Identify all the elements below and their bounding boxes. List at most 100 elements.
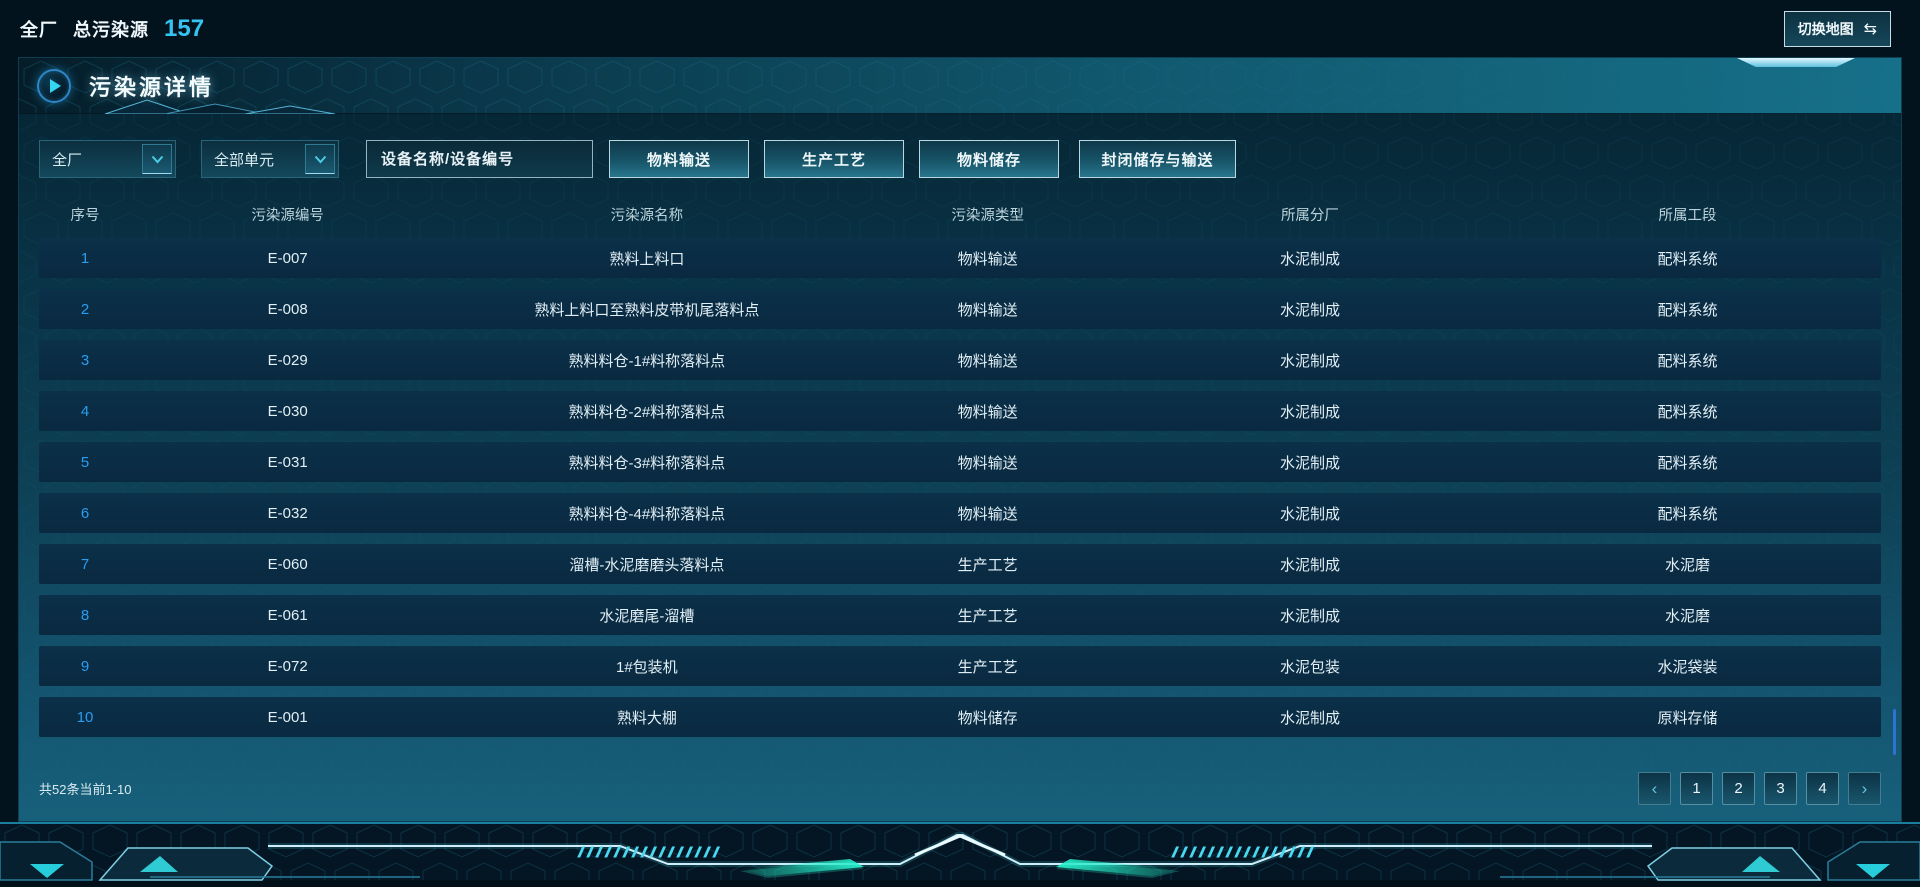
column-header-section: 所属工段 [1658, 207, 1717, 224]
cell-code: E-032 [267, 504, 308, 522]
column-header-factory: 所属分厂 [1280, 207, 1339, 224]
pagination: ‹ 1 2 3 4 › [1638, 772, 1881, 805]
cell-seq[interactable]: 3 [80, 351, 90, 369]
table-footer: 共52条当前1-10 ‹ 1 2 3 4 › [39, 772, 1881, 805]
cell-section: 配料系统 [1657, 403, 1718, 421]
factory-select[interactable]: 全厂 [39, 140, 176, 178]
topbar-title: 全厂 总污染源 157 [20, 15, 204, 43]
chevron-right-icon: › [1861, 778, 1868, 798]
cell-name: 熟料料仓-1#料称落料点 [568, 352, 726, 370]
filter-button-material-transport[interactable]: 物料输送 [609, 140, 749, 178]
cell-seq[interactable]: 4 [80, 402, 90, 420]
chevron-left-icon: ‹ [1651, 778, 1658, 798]
filter-button-material-storage[interactable]: 物料储存 [919, 140, 1059, 178]
total-pollution-count: 157 [164, 14, 205, 42]
cell-seq[interactable]: 6 [80, 504, 90, 522]
cell-seq[interactable]: 7 [80, 555, 90, 573]
cell-factory: 水泥制成 [1279, 556, 1340, 574]
cell-type: 物料输送 [957, 454, 1018, 472]
chevron-down-box[interactable] [142, 144, 172, 174]
chevron-down-box[interactable] [305, 144, 335, 174]
header-notch-decoration [1737, 58, 1855, 67]
switch-map-button[interactable]: 切换地图 ⇆ [1783, 10, 1891, 47]
cell-section: 配料系统 [1657, 454, 1718, 472]
cell-section: 水泥磨 [1665, 556, 1711, 574]
table-row[interactable]: 7 E-060 溜槽-水泥磨磨头落料点 生产工艺 水泥制成 水泥磨 [39, 544, 1881, 584]
topbar: 全厂 总污染源 157 切换地图 ⇆ [0, 0, 1920, 57]
cell-factory: 水泥制成 [1279, 352, 1340, 370]
cell-section: 水泥袋装 [1657, 658, 1718, 676]
table-row[interactable]: 10 E-001 熟料大棚 物料储存 水泥制成 原料存储 [39, 697, 1881, 737]
column-header-seq: 序号 [70, 207, 100, 224]
device-search-input[interactable] [379, 149, 584, 169]
play-triangle-icon [50, 78, 61, 93]
table-row[interactable]: 8 E-061 水泥磨尾-溜槽 生产工艺 水泥制成 水泥磨 [39, 595, 1881, 635]
total-pollution-label: 总污染源 [73, 19, 149, 40]
panel-header: 污染源详情 [19, 58, 1901, 114]
chevron-down-icon [314, 155, 326, 163]
table-header-row: 序号 污染源编号 污染源名称 污染源类型 所属分厂 所属工段 [39, 194, 1881, 234]
cell-name: 溜槽-水泥磨磨头落料点 [569, 556, 725, 574]
cell-name: 水泥磨尾-溜槽 [599, 607, 695, 625]
unit-select-value: 全部单元 [214, 151, 275, 169]
footer-decoration [0, 822, 1920, 887]
page-button-1[interactable]: 1 [1680, 772, 1713, 805]
cell-type: 物料储存 [957, 709, 1018, 727]
device-search-box [366, 140, 593, 178]
switch-map-label: 切换地图 [1797, 20, 1854, 37]
cell-code: E-008 [267, 300, 308, 318]
cell-code: E-029 [267, 351, 308, 369]
table-row[interactable]: 3 E-029 熟料料仓-1#料称落料点 物料输送 水泥制成 配料系统 [39, 340, 1881, 380]
cell-section: 配料系统 [1657, 505, 1718, 523]
cell-type: 物料输送 [957, 301, 1018, 319]
cell-section: 配料系统 [1657, 352, 1718, 370]
cell-code: E-072 [267, 657, 308, 675]
cell-type: 物料输送 [957, 505, 1018, 523]
filter-button-production-process[interactable]: 生产工艺 [764, 140, 904, 178]
cell-factory: 水泥制成 [1279, 250, 1340, 268]
cell-name: 熟料料仓-4#料称落料点 [568, 505, 726, 523]
panel-title: 污染源详情 [89, 74, 215, 100]
cell-name: 熟料料仓-2#料称落料点 [568, 403, 726, 421]
page-button-3[interactable]: 3 [1764, 772, 1797, 805]
table-rows: 1 E-007 熟料上料口 物料输送 水泥制成 配料系统 2 E-008 熟料上料口至熟料皮带机… [39, 238, 1881, 748]
prev-page-button[interactable]: ‹ [1638, 772, 1671, 805]
next-page-button[interactable]: › [1848, 772, 1881, 805]
cell-section: 原料存储 [1657, 709, 1718, 727]
table-row[interactable]: 6 E-032 熟料料仓-4#料称落料点 物料输送 水泥制成 配料系统 [39, 493, 1881, 533]
cell-section: 配料系统 [1657, 250, 1718, 268]
cell-type: 物料输送 [957, 403, 1018, 421]
filter-bar: 全厂 全部单元 [39, 140, 1881, 178]
cell-seq[interactable]: 2 [80, 300, 90, 318]
cell-seq[interactable]: 10 [76, 708, 94, 726]
cell-seq[interactable]: 5 [80, 453, 90, 471]
cell-seq[interactable]: 1 [80, 249, 90, 267]
cell-type: 物料输送 [957, 352, 1018, 370]
table-row[interactable]: 4 E-030 熟料料仓-2#料称落料点 物料输送 水泥制成 配料系统 [39, 391, 1881, 431]
cell-seq[interactable]: 9 [80, 657, 90, 675]
cell-name: 熟料上料口至熟料皮带机尾落料点 [534, 301, 760, 319]
table-row[interactable]: 1 E-007 熟料上料口 物料输送 水泥制成 配料系统 [39, 238, 1881, 278]
page-button-4[interactable]: 4 [1806, 772, 1839, 805]
page-button-2[interactable]: 2 [1722, 772, 1755, 805]
cell-factory: 水泥制成 [1279, 454, 1340, 472]
table-row[interactable]: 2 E-008 熟料上料口至熟料皮带机尾落料点 物料输送 水泥制成 配料系统 [39, 289, 1881, 329]
cell-name: 熟料大棚 [616, 709, 677, 727]
unit-select[interactable]: 全部单元 [201, 140, 339, 178]
table-row[interactable]: 9 E-072 1#包装机 生产工艺 水泥包装 水泥袋装 [39, 646, 1881, 686]
column-header-type: 污染源类型 [951, 207, 1024, 224]
play-badge-icon [37, 68, 71, 103]
cell-section: 配料系统 [1657, 301, 1718, 319]
filter-button-closed-storage[interactable]: 封闭储存与输送 [1079, 140, 1236, 178]
cell-code: E-030 [267, 402, 308, 420]
cell-name: 1#包装机 [615, 658, 678, 676]
cell-type: 生产工艺 [957, 607, 1018, 625]
record-count-summary: 共52条当前1-10 [39, 782, 132, 797]
scrollbar-thumb[interactable] [1893, 709, 1896, 755]
cell-type: 物料输送 [957, 250, 1018, 268]
table-row[interactable]: 5 E-031 熟料料仓-3#料称落料点 物料输送 水泥制成 配料系统 [39, 442, 1881, 482]
panel-body: 全厂 全部单元 [19, 114, 1901, 821]
cell-factory: 水泥制成 [1279, 301, 1340, 319]
chevron-down-icon [151, 155, 163, 163]
cell-seq[interactable]: 8 [80, 606, 90, 624]
